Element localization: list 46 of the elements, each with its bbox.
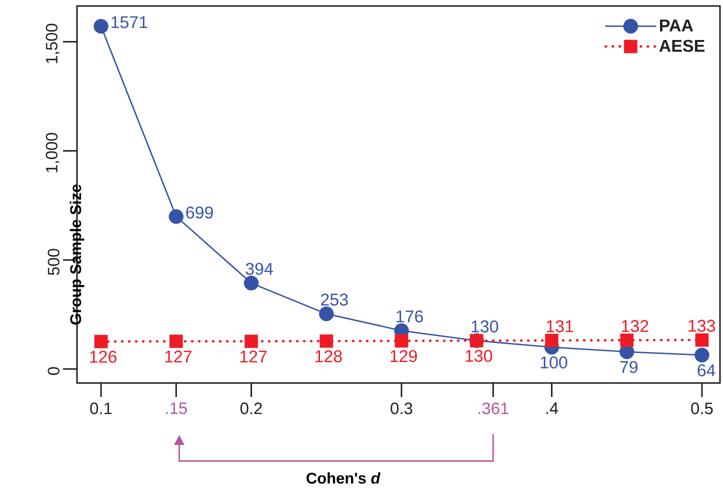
legend-label: AESE [659,40,704,52]
data-label: 131 [546,320,574,332]
point [94,334,108,348]
x-tick-label: 0.5 [691,402,713,414]
data-label: 126 [90,350,116,363]
y-tick-label: 1,500 [46,24,60,64]
y-axis-title: Group Sample Size [70,184,84,325]
legend-label: PAA [660,20,694,32]
data-label: 253 [321,294,348,306]
y-tick-label: 0 [48,367,60,375]
point [244,334,258,348]
x-tick-label: .361 [478,402,508,414]
point [169,334,183,348]
data-label: 129 [390,350,417,362]
x-tick-label: 0.3 [390,402,412,414]
data-label: 64 [698,364,716,376]
data-label: 79 [620,361,638,374]
x-tick-label: 0.1 [90,402,112,414]
x-tick-label: .4 [546,402,558,414]
point [695,333,709,347]
data-label: 133 [688,320,716,332]
point [244,276,259,290]
data-label: 100 [540,356,568,368]
data-label: 127 [165,350,192,362]
data-label: 127 [240,350,267,362]
point [545,334,558,348]
data-label: 128 [316,350,342,362]
data-label: 132 [622,320,648,332]
point [319,306,334,322]
point [320,334,334,348]
data-label: 1571 [112,16,148,28]
x-axis-title: Cohen's d [306,472,380,484]
data-label: 699 [186,206,213,219]
point [94,18,108,34]
point [168,209,184,224]
data-label: 130 [466,350,492,362]
point [694,348,710,362]
y-tick-label: 500 [48,248,60,276]
data-label: 130 [472,320,498,332]
x-tick-label: 0.2 [240,402,262,414]
data-label: 176 [396,310,423,322]
data-label: 394 [246,262,273,275]
y-tick-label: 1,000 [46,132,60,172]
x-tick-label: .15 [166,402,187,414]
point [620,334,634,347]
point [394,334,408,348]
